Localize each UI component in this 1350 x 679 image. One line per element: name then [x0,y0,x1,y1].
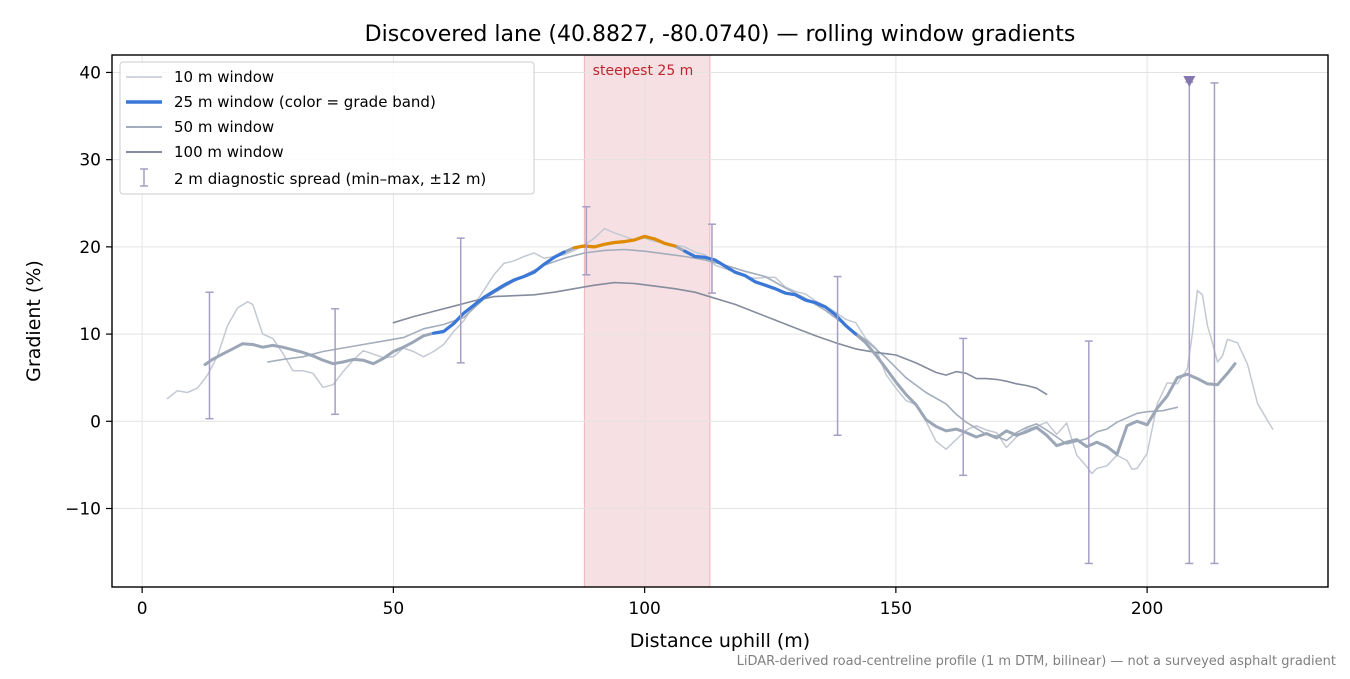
highlight-label: steepest 25 m [593,63,694,79]
y-tick-label: 0 [90,412,101,432]
series-line-w50 [266,248,1179,445]
series-line-25m-blue-right [683,249,858,336]
legend-label-25m: 25 m window (color = grade band) [174,93,436,111]
x-tick-label: 150 [880,599,912,619]
steepest-band [583,54,711,588]
legend: 10 m window 25 m window (color = grade b… [119,61,535,195]
spread-marker-triangle [1183,76,1196,88]
y-tick-label: 40 [79,63,101,83]
plot-frame [111,54,1329,588]
y-tick-label: −10 [65,500,101,520]
legend-frame [119,61,535,195]
series-line-25m-blue-left [432,250,566,335]
series-line-w100 [392,281,1048,396]
y-axis-label: Gradient (%) [23,260,45,382]
legend-label-10m: 10 m window [174,68,274,86]
legend-label-50m: 50 m window [174,118,274,136]
y-tick-label: 10 [79,325,101,345]
x-tick-label: 0 [137,599,148,619]
y-tick-label: 20 [79,238,101,258]
series-line-w10 [166,227,1274,475]
chart-title: Discovered lane (40.8827, -80.0740) — ro… [365,22,1076,47]
x-tick-label: 200 [1131,599,1163,619]
x-tick-label: 50 [383,599,405,619]
x-tick-label: 100 [628,599,660,619]
legend-label-spread: 2 m diagnostic spread (min–max, ±12 m) [174,170,486,188]
series-line-25m-orange [572,234,677,250]
legend-label-100m: 100 m window [174,143,284,161]
footnote: LiDAR-derived road-centreline profile (1… [737,654,1336,669]
y-tick-label: 30 [79,151,101,171]
x-axis-label: Distance uphill (m) [630,630,810,652]
legend-swatch-spread [140,168,148,187]
